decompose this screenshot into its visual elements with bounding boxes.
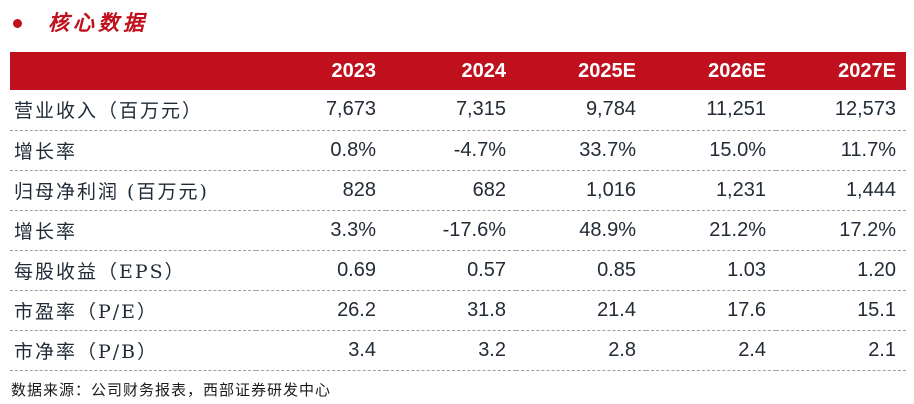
cell-value: 2.1 [776,330,906,371]
cell-value: 3.2 [386,330,516,371]
cell-value: 9,784 [516,90,646,131]
header-cell-2023: 2023 [256,52,386,90]
cell-value: 1.03 [646,250,776,291]
cell-value: 0.85 [516,250,646,291]
cell-value: 7,315 [386,90,516,131]
section-title: 核心数据 [48,10,148,35]
cell-value: 17.2% [776,210,906,251]
cell-value: 0.69 [256,250,386,291]
cell-value: 15.0% [646,130,776,171]
table-row-pe: 市盈率（P/E） 26.2 31.8 21.4 17.6 15.1 [10,290,906,331]
row-label: 每股收益（EPS） [10,250,256,291]
cell-value: 15.1 [776,290,906,331]
row-label: 归母净利润 (百万元) [10,170,256,211]
table-row-profit-growth: 增长率 3.3% -17.6% 48.9% 21.2% 17.2% [10,210,906,251]
cell-value: 12,573 [776,90,906,131]
cell-value: -17.6% [386,210,516,251]
table-row-net-profit: 归母净利润 (百万元) 828 682 1,016 1,231 1,444 [10,170,906,211]
row-label: 增长率 [10,210,256,251]
cell-value: 682 [386,170,516,211]
cell-value: 11.7% [776,130,906,171]
cell-value: 1.20 [776,250,906,291]
row-label: 增长率 [10,130,256,171]
cell-value: 11,251 [646,90,776,131]
bullet-icon [13,19,22,28]
cell-value: 828 [256,170,386,211]
table-row-pb: 市净率（P/B） 3.4 3.2 2.8 2.4 2.1 [10,330,906,371]
table-row-eps: 每股收益（EPS） 0.69 0.57 0.85 1.03 1.20 [10,250,906,291]
cell-value: 1,444 [776,170,906,211]
cell-value: 2.4 [646,330,776,371]
cell-value: 7,673 [256,90,386,131]
cell-value: 3.3% [256,210,386,251]
table-row-revenue-growth: 增长率 0.8% -4.7% 33.7% 15.0% 11.7% [10,130,906,171]
section-title-row: 核心数据 [13,7,148,37]
header-cell-2027e: 2027E [776,52,906,90]
table-header-row: 2023 2024 2025E 2026E 2027E [10,52,906,90]
cell-value: 1,231 [646,170,776,211]
core-data-table: 2023 2024 2025E 2026E 2027E 营业收入（百万元） 7,… [10,52,906,371]
header-cell-empty [10,52,256,90]
cell-value: -4.7% [386,130,516,171]
row-label: 市盈率（P/E） [10,290,256,331]
cell-value: 31.8 [386,290,516,331]
cell-value: 17.6 [646,290,776,331]
cell-value: 1,016 [516,170,646,211]
cell-value: 21.4 [516,290,646,331]
header-cell-2025e: 2025E [516,52,646,90]
header-cell-2026e: 2026E [646,52,776,90]
cell-value: 3.4 [256,330,386,371]
cell-value: 21.2% [646,210,776,251]
cell-value: 26.2 [256,290,386,331]
cell-value: 33.7% [516,130,646,171]
data-source-note: 数据来源：公司财务报表，西部证券研发中心 [11,381,332,399]
header-cell-2024: 2024 [386,52,516,90]
cell-value: 0.8% [256,130,386,171]
cell-value: 48.9% [516,210,646,251]
table-row-revenue: 营业收入（百万元） 7,673 7,315 9,784 11,251 12,57… [10,90,906,131]
row-label: 市净率（P/B） [10,330,256,371]
row-label: 营业收入（百万元） [10,90,256,131]
cell-value: 2.8 [516,330,646,371]
cell-value: 0.57 [386,250,516,291]
